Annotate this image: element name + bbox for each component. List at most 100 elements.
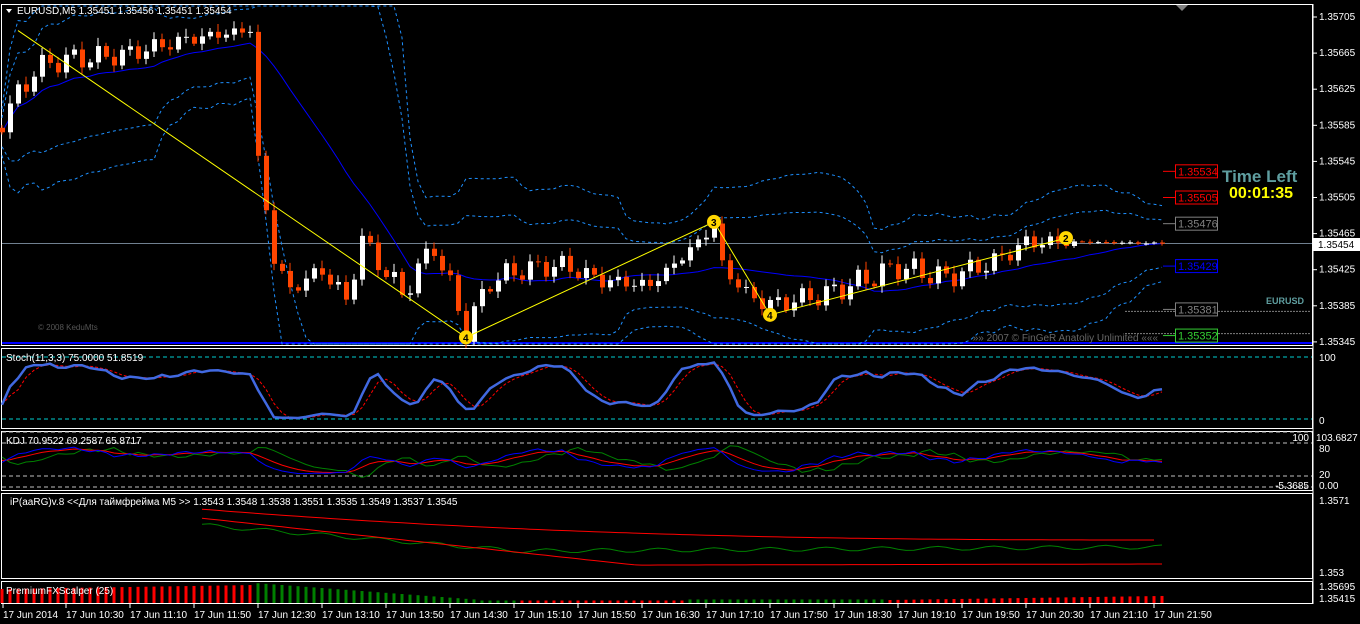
scalper-bar: [72, 587, 76, 603]
candle: [160, 39, 165, 48]
scalper-bar: [928, 599, 932, 603]
candle: [248, 31, 253, 33]
candle: [824, 286, 829, 306]
price-axis-label: 1.35505: [1319, 193, 1356, 204]
scalper-bar: [0, 588, 4, 603]
scalper-bar: [616, 600, 620, 603]
scalper-bar: [824, 599, 828, 603]
candle: [672, 263, 677, 268]
candle: [200, 36, 205, 44]
candle: [48, 54, 53, 63]
candle: [216, 31, 221, 38]
time-axis-label: 17 Jun 11:50: [194, 610, 252, 621]
candle: [624, 276, 629, 287]
scalper-bar: [184, 586, 188, 603]
candle: [856, 269, 861, 287]
ip-lower-line: [201, 517, 1162, 566]
candle: [152, 39, 157, 52]
scalper-bar: [720, 599, 724, 603]
candle: [1136, 242, 1141, 244]
time-axis-label: 17 Jun 10:30: [66, 610, 124, 621]
scalper-bar: [456, 598, 460, 603]
candle: [368, 235, 373, 243]
candle: [560, 255, 565, 268]
candle: [736, 279, 741, 288]
scalper-bar: [816, 599, 820, 603]
pivot-marker: [1059, 231, 1073, 246]
scalper-bar: [568, 600, 572, 603]
level-label: 1.35476: [1178, 219, 1218, 231]
candle: [1072, 241, 1077, 246]
candle: [104, 46, 109, 57]
scalper-bar: [112, 587, 116, 603]
candle: [616, 276, 621, 281]
time-axis-label: 17 Jun 21:50: [1154, 610, 1212, 621]
candle: [440, 255, 445, 271]
scalper-bar: [744, 599, 748, 603]
candle: [232, 28, 237, 35]
level-box: [1175, 190, 1218, 205]
level-label: 1.35352: [1178, 331, 1218, 343]
scalper-bar: [128, 586, 132, 603]
scalper-bar: [1080, 597, 1084, 603]
scalper-bar: [648, 600, 652, 603]
current-price: 1.35454: [1318, 240, 1355, 251]
candle: [24, 84, 29, 92]
candle: [776, 297, 781, 300]
candle: [712, 223, 717, 238]
stoch-axis-max: 100: [1319, 353, 1336, 364]
scalper-axis-min: 1.35415: [1319, 594, 1356, 605]
candle: [696, 239, 701, 248]
scalper-bar: [480, 600, 484, 603]
time-axis-label: 17 Jun 18:30: [834, 610, 892, 621]
time-axis-label: 17 Jun 17:50: [770, 610, 828, 621]
scalper-bar: [912, 599, 916, 603]
candle: [792, 302, 797, 311]
candle: [96, 46, 101, 63]
time-axis-label: 17 Jun 13:50: [386, 610, 444, 621]
candle: [1120, 242, 1125, 244]
candle: [688, 247, 693, 261]
scalper-bar: [224, 585, 228, 603]
scalper-bar: [1152, 596, 1156, 603]
time-axis-label: 17 Jun 15:10: [514, 610, 572, 621]
candle: [592, 268, 597, 275]
symbol-watermark: EURUSD: [1266, 296, 1305, 306]
candle: [920, 258, 925, 278]
candle: [808, 288, 813, 301]
time-axis-label: 17 Jun 19:50: [962, 610, 1020, 621]
candle: [272, 210, 277, 264]
scalper-bar: [680, 600, 684, 603]
symbol-header: EURUSD,M5 1.35451 1.35456 1.35451 1.3545…: [17, 6, 232, 17]
triangle-down-icon[interactable]: [6, 9, 12, 13]
kdj-axis-max: 103.6827: [1316, 433, 1358, 444]
scalper-bar: [576, 600, 580, 603]
kdj-axis-min: -5.3685: [1275, 481, 1309, 492]
shift-marker-icon[interactable]: [1176, 5, 1188, 11]
scalper-bar: [264, 583, 268, 603]
scalper-bar: [672, 600, 676, 603]
scalper-bar: [1024, 597, 1028, 603]
candle: [528, 261, 533, 280]
candle: [192, 36, 197, 44]
candle: [312, 268, 317, 279]
candle: [392, 271, 397, 277]
candle: [184, 36, 189, 38]
scalper-bar: [528, 600, 532, 603]
candle: [128, 46, 133, 50]
price-axis-label: 1.35345: [1319, 337, 1356, 348]
scalper-bar: [696, 599, 700, 603]
scalper-bar: [88, 587, 92, 603]
scalper-bar: [728, 599, 732, 603]
scalper-bar: [216, 585, 220, 603]
scalper-bar: [768, 599, 772, 603]
scalper-bar: [432, 596, 436, 603]
candle: [240, 28, 245, 33]
scalper-bar: [952, 599, 956, 603]
scalper-bar: [1008, 598, 1012, 603]
candle: [472, 306, 477, 342]
scalper-bar: [512, 600, 516, 603]
scalper-bar: [392, 593, 396, 603]
time-axis-label: 17 Jun 13:10: [322, 610, 380, 621]
